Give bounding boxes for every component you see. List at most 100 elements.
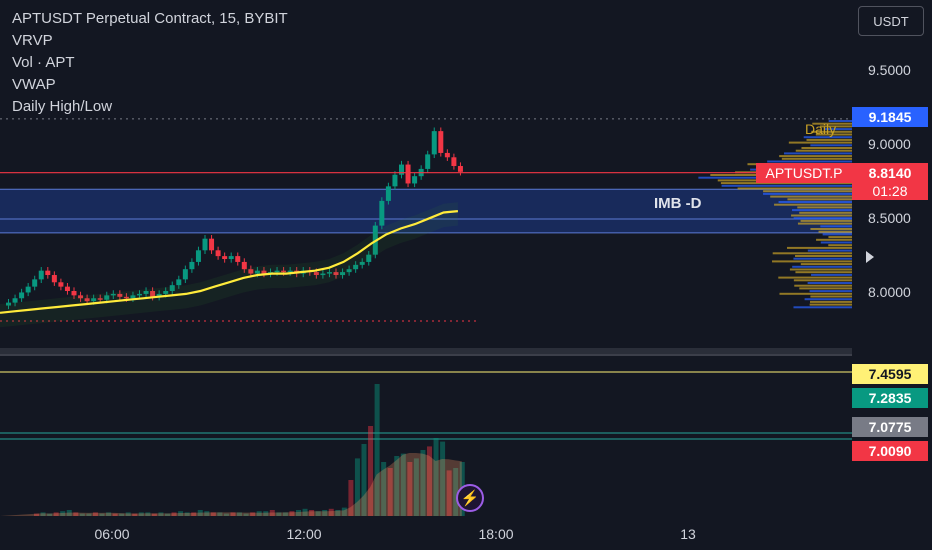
volume-profile-bar (793, 306, 852, 308)
volume-profile-bar (810, 304, 852, 306)
volume-profile-bar (789, 142, 852, 144)
volume-profile-bar (828, 236, 852, 238)
candle-body (65, 287, 70, 291)
volume-profile-bar (810, 228, 852, 230)
currency-button[interactable]: USDT (858, 6, 924, 36)
volume-profile-bar (821, 242, 852, 244)
volume-profile-bar (820, 225, 852, 227)
time-tick-label: 12:00 (286, 526, 321, 542)
candle-body (451, 157, 456, 166)
candle-body (412, 176, 417, 183)
volume-profile-bar (810, 290, 852, 292)
candle-body (406, 165, 411, 184)
candle-body (392, 175, 397, 187)
level-badge-green: 7.2835 (852, 388, 928, 408)
volume-profile-bar (778, 277, 852, 279)
volume-profile-bar (819, 231, 852, 233)
indicator-daily-high-low[interactable]: Daily High/Low (12, 96, 288, 118)
time-tick-label: 18:00 (478, 526, 513, 542)
volume-profile-bar (810, 301, 852, 303)
volume-profile-bar (799, 287, 852, 289)
volume-profile-bar (779, 201, 852, 203)
volume-profile-bar (791, 215, 852, 217)
volume-profile-bar (794, 285, 852, 287)
price-tick-label: 9.5000 (868, 62, 911, 78)
daily-high-label: Daily (805, 121, 836, 137)
candle-body (216, 250, 221, 256)
candle-body (13, 298, 18, 302)
scroll-right-arrow-icon[interactable] (866, 251, 874, 263)
volume-profile-bar (763, 193, 852, 195)
level-badge-gray: 7.0775 (852, 417, 928, 437)
level-badge-red: 7.0090 (852, 441, 928, 461)
candle-body (19, 292, 24, 298)
volume-profile-bar (772, 260, 852, 262)
volume-profile-bar (787, 198, 852, 200)
chart-legend: APTUSDT Perpetual Contract, 15, BYBIT VR… (12, 8, 288, 118)
price-tick-label: 9.0000 (868, 136, 911, 152)
volume-profile-bar (794, 279, 852, 281)
candle-body (379, 201, 384, 226)
volume-profile-bar (808, 250, 852, 252)
volume-profile-bar (793, 258, 852, 260)
indicator-vwap[interactable]: VWAP (12, 74, 288, 96)
candle-body (39, 271, 44, 280)
level-badge-yellow: 7.4595 (852, 364, 928, 384)
volume-profile-bar (770, 196, 852, 198)
price-tick-label: 8.0000 (868, 284, 911, 300)
volume-profile-bar (782, 158, 852, 160)
candle-body (203, 239, 208, 251)
chart-title[interactable]: APTUSDT Perpetual Contract, 15, BYBIT (12, 8, 288, 30)
volume-profile-bar (816, 239, 852, 241)
candle-body (229, 256, 234, 259)
volume-ma-area (0, 453, 462, 516)
candle-body (176, 279, 181, 285)
candle-body (209, 239, 214, 251)
candle-body (196, 250, 201, 262)
volume-profile-bar (810, 296, 852, 298)
volume-profile-bar (722, 185, 852, 187)
volume-profile-bar (807, 139, 852, 141)
volume-profile-bar (787, 247, 852, 249)
volume-profile-bar (810, 144, 852, 146)
candle-body (72, 291, 77, 295)
volume-profile-bar (801, 263, 852, 265)
candle-body (242, 262, 247, 269)
last-price-badge: 8.8140 (852, 163, 928, 183)
price-tick-label: 8.5000 (868, 210, 911, 226)
volume-profile-bar (795, 271, 852, 273)
volume-profile-bar (799, 212, 852, 214)
volume-profile-bar (779, 293, 852, 295)
volume-profile-bar (823, 233, 852, 235)
volume-profile-bar (784, 152, 852, 154)
symbol-price-label: APTUSDT.P (756, 163, 852, 183)
candle-body (438, 131, 443, 153)
candle-body (45, 271, 50, 275)
time-tick-label: 13 (680, 526, 696, 542)
bar-countdown: 01:28 (852, 181, 928, 200)
lightning-icon[interactable]: ⚡ (456, 484, 484, 512)
candle-body (425, 154, 430, 169)
volume-profile-bar (796, 150, 852, 152)
pane-separator-line (0, 354, 852, 356)
indicator-vrvp[interactable]: VRVP (12, 30, 288, 52)
volume-profile-bar (792, 266, 852, 268)
candle-body (32, 279, 37, 286)
indicator-volume[interactable]: Vol · APT (12, 52, 288, 74)
candle-body (458, 166, 463, 172)
candle-body (52, 275, 57, 282)
volume-profile-bar (805, 298, 852, 300)
candle-body (386, 186, 391, 201)
volume-profile-bar (790, 269, 852, 271)
volume-profile-bar (774, 204, 852, 206)
candle-body (26, 287, 31, 293)
pane-separator (0, 348, 852, 354)
volume-profile-bar (797, 206, 852, 208)
candle-body (235, 256, 240, 262)
volume-profile-bar (795, 255, 852, 257)
imbalance-label: IMB -D (654, 195, 702, 212)
candle-body (222, 256, 227, 259)
volume-profile-bar (801, 147, 852, 149)
volume-profile-bar (773, 252, 852, 254)
candle-body (189, 262, 194, 269)
